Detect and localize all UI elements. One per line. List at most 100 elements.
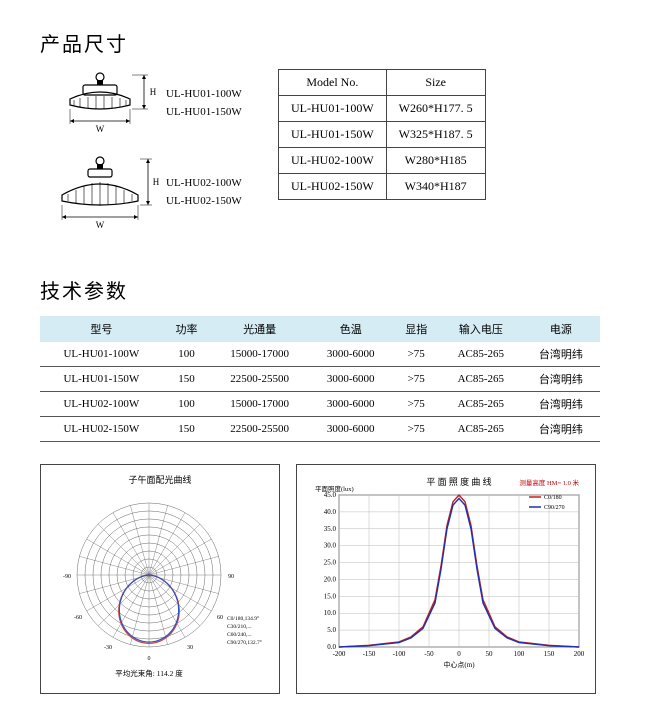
svg-text:-200: -200 — [333, 650, 346, 658]
svg-text:15.0: 15.0 — [324, 592, 337, 600]
svg-text:30.0: 30.0 — [324, 542, 337, 550]
spec-table-header-cell: 功率 — [163, 316, 211, 342]
spec-table-cell: 100 — [163, 392, 211, 417]
spec-table-cell: 3000-6000 — [309, 367, 392, 392]
svg-text:-30: -30 — [104, 645, 112, 651]
spec-table-cell: UL-HU01-100W — [40, 342, 163, 367]
svg-text:平均光束角: 114.2 度: 平均光束角: 114.2 度 — [115, 668, 183, 678]
spec-table-cell: UL-HU02-150W — [40, 417, 163, 442]
size-table-row: UL-HU01-150WW325*H187. 5 — [279, 122, 486, 148]
spec-table-cell: >75 — [392, 342, 440, 367]
size-table-cell: UL-HU01-100W — [279, 96, 387, 122]
size-table-cell: W340*H187 — [386, 174, 485, 200]
svg-text:C30/210,...: C30/210,... — [227, 624, 252, 630]
svg-text:200: 200 — [574, 650, 585, 658]
polar-chart: -90 -60 -30 0 30 60 90 C0/180,134.9° C30/210,...… — [49, 490, 269, 680]
svg-text:-100: -100 — [393, 650, 406, 658]
h-label-2: H — [153, 177, 160, 187]
svg-text:平面照度(lux): 平面照度(lux) — [315, 484, 354, 493]
spec-table-cell: 150 — [163, 367, 211, 392]
svg-text:5.0: 5.0 — [327, 626, 336, 634]
product-drawing-2: W H — [40, 153, 160, 233]
svg-text:测量高度 HM= 1.0 米: 测量高度 HM= 1.0 米 — [519, 478, 579, 487]
spec-table-cell: >75 — [392, 367, 440, 392]
svg-text:C0/180: C0/180 — [544, 495, 562, 501]
size-table-row: UL-HU02-150WW340*H187 — [279, 174, 486, 200]
size-table-row: UL-HU01-100WW260*H177. 5 — [279, 96, 486, 122]
size-table-cell: W260*H177. 5 — [386, 96, 485, 122]
spec-table-cell: >75 — [392, 417, 440, 442]
svg-text:0: 0 — [148, 656, 151, 662]
svg-text:C60/240,...: C60/240,... — [227, 632, 252, 638]
svg-text:-50: -50 — [424, 650, 434, 658]
size-table-cell: W280*H185 — [386, 148, 485, 174]
h-label-1: H — [150, 87, 157, 97]
spec-table-row: UL-HU02-150W15022500-255003000-6000>75AC… — [40, 417, 600, 442]
polar-chart-box: 子午面配光曲线 -90 -60 -30 0 30 60 90 C0/180,134.9° C30… — [40, 464, 280, 694]
diagram-1-model-labels: UL-HU01-100W UL-HU01-150W — [166, 86, 242, 121]
size-table: Model No. Size UL-HU01-100WW260*H177. 5U… — [278, 69, 486, 200]
spec-table-header-cell: 光通量 — [210, 316, 309, 342]
spec-table-cell: UL-HU02-100W — [40, 392, 163, 417]
svg-text:30: 30 — [187, 645, 193, 651]
spec-table-cell: 22500-25500 — [210, 417, 309, 442]
spec-table-header-cell: 输入电压 — [440, 316, 522, 342]
svg-text:-150: -150 — [363, 650, 376, 658]
spec-table-cell: 100 — [163, 342, 211, 367]
spec-table-cell: AC85-265 — [440, 342, 522, 367]
spec-table-header-cell: 型号 — [40, 316, 163, 342]
spec-table-cell: 台湾明纬 — [522, 417, 600, 442]
w-label-2: W — [96, 220, 105, 230]
svg-text:40.0: 40.0 — [324, 508, 337, 516]
polar-chart-title: 子午面配光曲线 — [49, 473, 271, 486]
svg-text:20.0: 20.0 — [324, 575, 337, 583]
svg-text:中心点(m): 中心点(m) — [443, 660, 475, 669]
spec-table-cell: 150 — [163, 417, 211, 442]
line-chart-box: 0.05.010.015.020.025.030.035.040.045.0-2… — [296, 464, 596, 694]
spec-table-header-cell: 色温 — [309, 316, 392, 342]
spec-table: 型号功率光通量色温显指输入电压电源 UL-HU01-100W10015000-1… — [40, 316, 600, 442]
spec-table-row: UL-HU02-100W10015000-170003000-6000>75AC… — [40, 392, 600, 417]
size-table-cell: UL-HU02-100W — [279, 148, 387, 174]
spec-table-cell: >75 — [392, 392, 440, 417]
svg-text:150: 150 — [544, 650, 555, 658]
svg-text:C0/180,134.9°: C0/180,134.9° — [227, 615, 259, 622]
svg-text:25.0: 25.0 — [324, 559, 337, 567]
svg-text:50: 50 — [486, 650, 494, 658]
product-drawing-1: W H — [40, 69, 160, 139]
spec-table-cell: 15000-17000 — [210, 342, 309, 367]
spec-table-cell: 台湾明纬 — [522, 367, 600, 392]
svg-text:60: 60 — [217, 615, 223, 621]
diagram-block-1: W H UL-HU01-100W UL-HU01-150W — [40, 69, 260, 139]
size-table-header-size: Size — [386, 70, 485, 96]
top-area: W H UL-HU01-100W UL-HU01-150W — [40, 69, 606, 247]
svg-text:-90: -90 — [63, 574, 71, 580]
spec-table-header-row: 型号功率光通量色温显指输入电压电源 — [40, 316, 600, 342]
size-table-cell: UL-HU02-150W — [279, 174, 387, 200]
size-table-cell: UL-HU01-150W — [279, 122, 387, 148]
spec-table-cell: 15000-17000 — [210, 392, 309, 417]
svg-text:10.0: 10.0 — [324, 609, 337, 617]
spec-table-cell: 3000-6000 — [309, 417, 392, 442]
spec-table-cell: AC85-265 — [440, 392, 522, 417]
size-table-cell: W325*H187. 5 — [386, 122, 485, 148]
diagram-2-label-a: UL-HU02-100W — [166, 175, 242, 193]
spec-table-cell: 3000-6000 — [309, 342, 392, 367]
spec-table-cell: AC85-265 — [440, 367, 522, 392]
product-diagrams: W H UL-HU01-100W UL-HU01-150W — [40, 69, 260, 247]
size-table-header-row: Model No. Size — [279, 70, 486, 96]
svg-text:平 面 照 度 曲 线: 平 面 照 度 曲 线 — [426, 476, 491, 487]
svg-text:C90/270: C90/270 — [544, 505, 565, 511]
section-title-dimensions: 产品尺寸 — [40, 28, 606, 57]
svg-text:90: 90 — [228, 574, 234, 580]
w-label-1: W — [96, 124, 105, 134]
spec-table-cell: AC85-265 — [440, 417, 522, 442]
svg-text:-60: -60 — [74, 615, 82, 621]
size-table-row: UL-HU02-100WW280*H185 — [279, 148, 486, 174]
spec-table-header-cell: 电源 — [522, 316, 600, 342]
diagram-1-label-b: UL-HU01-150W — [166, 104, 242, 122]
spec-table-cell: 台湾明纬 — [522, 392, 600, 417]
spec-table-cell: 22500-25500 — [210, 367, 309, 392]
svg-text:100: 100 — [514, 650, 525, 658]
spec-table-cell: 3000-6000 — [309, 392, 392, 417]
